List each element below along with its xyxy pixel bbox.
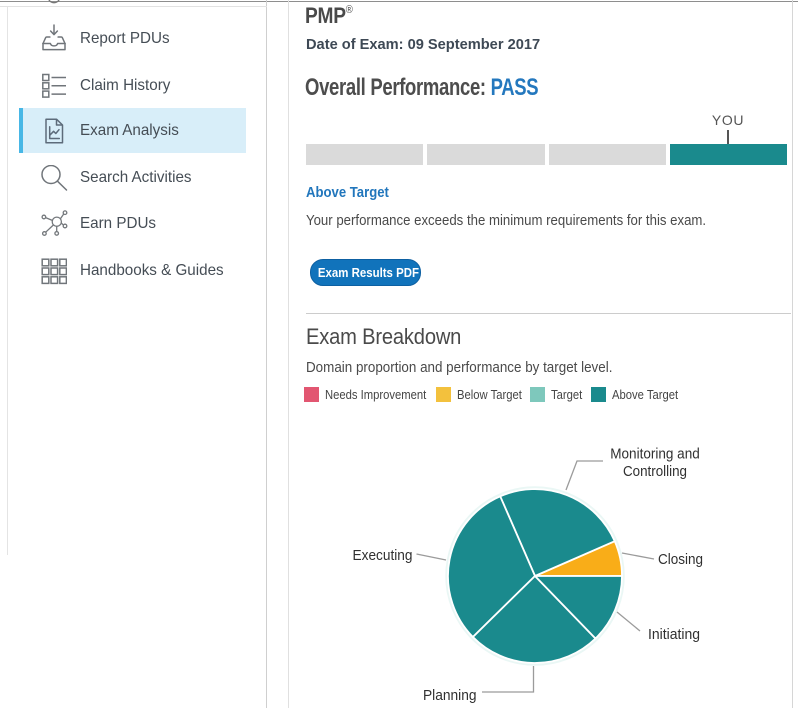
svg-text:Initiating: Initiating	[648, 627, 700, 643]
svg-text:Controlling: Controlling	[623, 464, 687, 480]
svg-text:Closing: Closing	[658, 552, 703, 568]
svg-text:Executing: Executing	[353, 548, 413, 564]
svg-text:Planning: Planning	[423, 688, 477, 704]
svg-text:Monitoring and: Monitoring and	[610, 447, 700, 463]
